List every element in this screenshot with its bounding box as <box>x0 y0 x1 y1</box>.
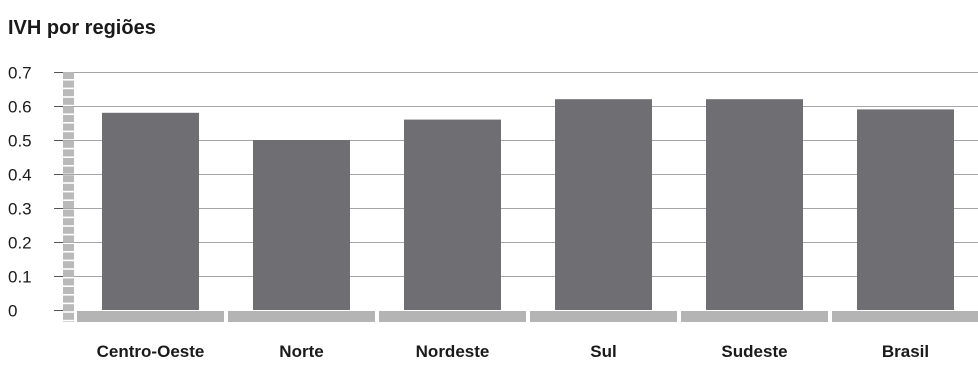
y-axis-segment <box>63 218 74 226</box>
y-axis-segment <box>63 226 74 234</box>
y-axis-segment <box>63 235 74 243</box>
y-tick-label: 0 <box>8 302 17 321</box>
category-base-strip <box>832 311 978 322</box>
y-axis-segment <box>63 312 74 320</box>
y-axis-segment <box>63 244 74 251</box>
x-tick-label: Nordeste <box>416 342 490 361</box>
y-axis-segment <box>63 132 74 140</box>
bar <box>857 109 954 311</box>
y-tick-label: 0.7 <box>8 64 32 83</box>
y-axis-segment <box>63 183 74 191</box>
y-tick-label: 0.4 <box>8 166 32 185</box>
y-axis-segment <box>63 261 74 269</box>
category-base-strip <box>530 311 677 322</box>
bar <box>404 119 501 310</box>
x-tick-label: Sul <box>590 342 616 361</box>
bar <box>102 112 199 310</box>
category-base-strip <box>379 311 526 322</box>
y-axis-segment <box>63 175 74 183</box>
y-tick-label: 0.1 <box>8 268 32 287</box>
bar <box>253 140 350 310</box>
y-tick-label: 0.5 <box>8 132 32 151</box>
y-axis-segment <box>63 166 74 174</box>
category-base-strip <box>681 311 828 322</box>
y-axis-segment <box>63 80 74 88</box>
bar <box>706 99 803 310</box>
chart-title: IVH por regiões <box>8 17 156 39</box>
y-axis-segment <box>63 115 74 122</box>
y-axis-segment <box>63 72 74 79</box>
bar <box>555 99 652 310</box>
y-axis-segment <box>63 192 74 200</box>
bars <box>102 99 954 311</box>
y-axis-segment <box>63 209 74 217</box>
y-axis-segment <box>63 321 74 322</box>
y-axis-segment <box>63 158 74 165</box>
y-axis-segment <box>63 304 74 312</box>
x-tick-label: Centro-Oeste <box>97 342 205 361</box>
y-axis <box>63 72 74 322</box>
x-tick-label: Norte <box>279 342 323 361</box>
y-axis-segment <box>63 287 74 294</box>
y-axis-segment <box>63 295 74 303</box>
y-tick-labels: 0 0.1 0.2 0.3 0.4 0.5 0.6 0.7 <box>8 64 32 321</box>
y-axis-segment <box>63 106 74 114</box>
x-tick-label: Brasil <box>882 342 929 361</box>
y-axis-segment <box>63 201 74 208</box>
category-base-strip <box>228 311 375 322</box>
y-axis-segment <box>63 269 74 277</box>
category-base-strip <box>77 311 224 322</box>
y-tick-label: 0.6 <box>8 98 32 117</box>
y-axis-segment <box>63 123 74 131</box>
y-tick-label: 0.2 <box>8 234 32 253</box>
y-axis-segment <box>63 140 74 148</box>
category-base <box>77 311 978 322</box>
gridlines <box>54 72 978 311</box>
y-axis-segment <box>63 97 74 105</box>
y-axis-segment <box>63 149 74 157</box>
y-axis-segment <box>63 278 74 286</box>
x-tick-label: Sudeste <box>721 342 787 361</box>
y-tick-label: 0.3 <box>8 200 32 219</box>
x-tick-labels: Centro-Oeste Norte Nordeste Sul Sudeste Brasi… <box>97 342 929 361</box>
y-axis-segment <box>63 89 74 97</box>
y-axis-segment <box>63 252 74 260</box>
